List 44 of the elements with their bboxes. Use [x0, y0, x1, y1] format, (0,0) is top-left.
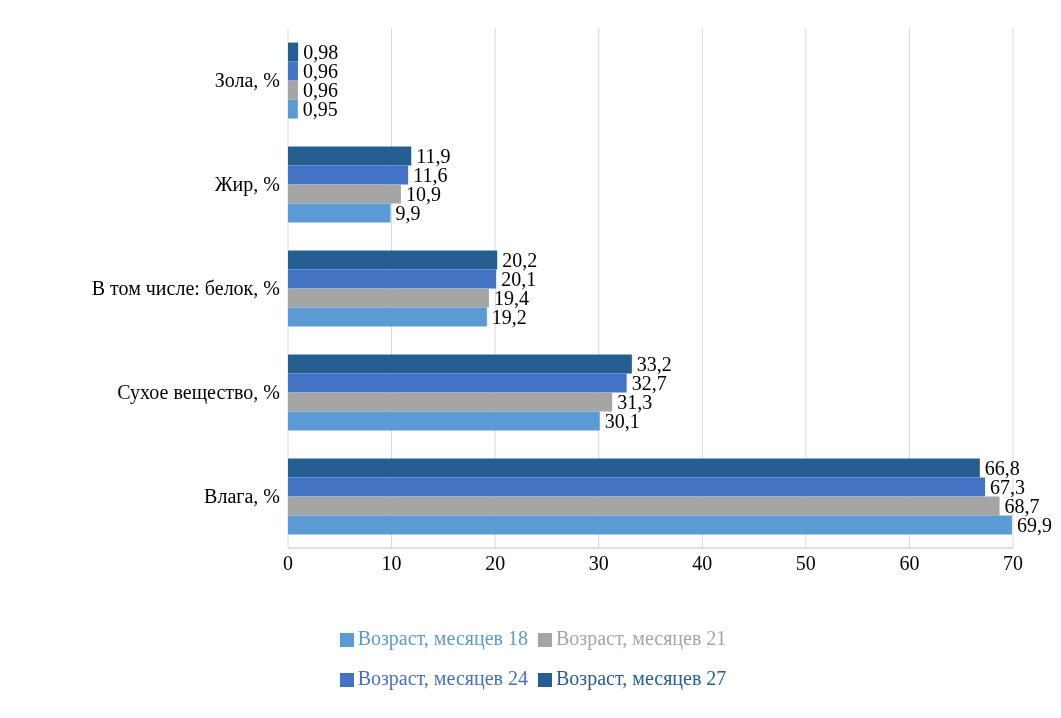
data-label: 31,3 [617, 391, 653, 414]
bar [288, 42, 299, 62]
data-label: 66,8 [984, 457, 1020, 480]
bar [288, 61, 298, 81]
legend-label: Возраст, месяцев 18 [357, 627, 528, 649]
data-label: 20,2 [502, 249, 538, 272]
bar [288, 165, 409, 185]
bar [288, 307, 487, 327]
x-tick-label: 10 [381, 552, 402, 575]
data-label: 0,98 [303, 41, 339, 64]
legend-label: Возраст, месяцев 27 [556, 667, 727, 689]
bar [288, 203, 391, 223]
legend-label: Возраст, месяцев 24 [357, 667, 528, 689]
bar [288, 146, 412, 166]
x-tick-label: 50 [795, 552, 816, 575]
data-label: 9,9 [395, 202, 421, 225]
data-label: 11,9 [416, 145, 451, 168]
bar [288, 250, 498, 270]
x-tick-label: 40 [692, 552, 713, 575]
bar [288, 80, 298, 100]
bar [288, 99, 298, 119]
legend-label: Возраст, месяцев 21 [556, 627, 727, 649]
y-tick-label: Сухое вещество, % [117, 381, 280, 405]
bar [288, 496, 1000, 516]
bar [288, 288, 489, 308]
x-tick-label: 20 [485, 552, 506, 575]
bar [288, 392, 613, 412]
x-tick-label: 70 [1003, 552, 1023, 575]
bar [288, 373, 627, 393]
data-label: 33,2 [636, 353, 672, 376]
y-tick-label: Влага, % [204, 485, 280, 508]
y-tick-label: В том числе: белок, % [91, 277, 280, 300]
bar [288, 477, 986, 497]
y-tick-label: Зола, % [214, 69, 280, 92]
bar [288, 269, 497, 289]
bar [288, 515, 1012, 535]
y-tick-label: Жир, % [214, 173, 280, 197]
bar [288, 354, 632, 374]
bar [288, 411, 600, 431]
x-tick-label: 60 [899, 552, 920, 575]
x-tick-label: 0 [283, 552, 293, 575]
x-tick-label: 30 [588, 552, 609, 575]
bar [288, 184, 401, 204]
bar [288, 458, 980, 478]
